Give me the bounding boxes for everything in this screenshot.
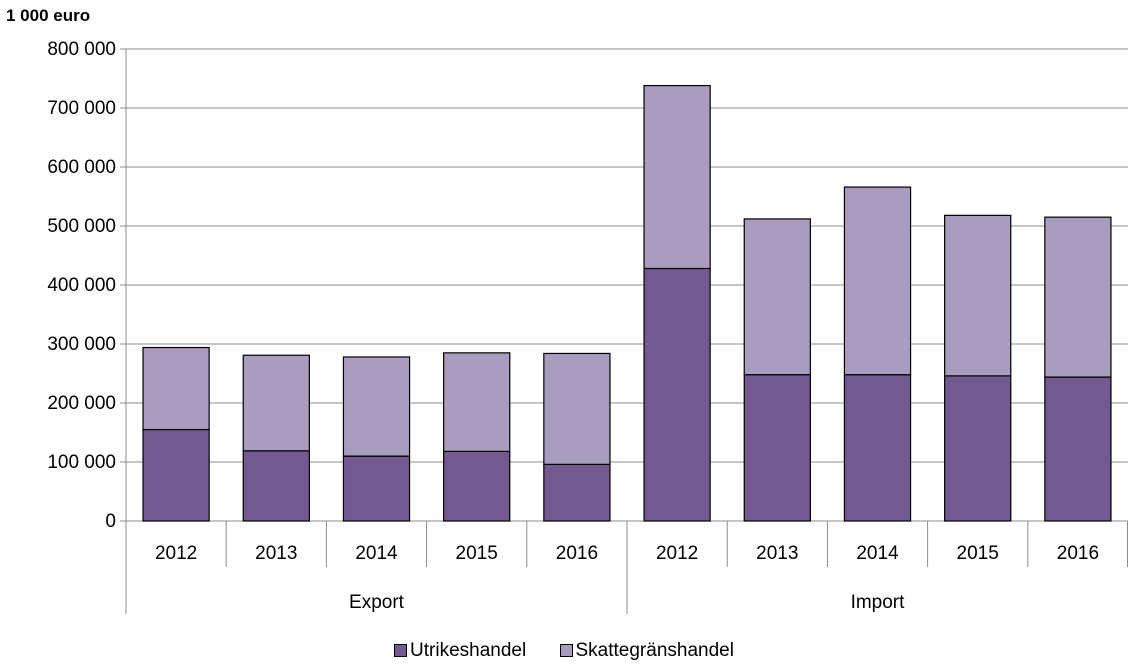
- bar-skattegranshandel: [643, 84, 711, 270]
- bar-skattegranshandel: [1044, 216, 1112, 378]
- group-label: Export: [349, 592, 405, 613]
- bar-skattegranshandel: [242, 354, 310, 452]
- chart-legend: Utrikeshandel Skattegränshandel: [0, 640, 1128, 662]
- bar-skattegranshandel: [944, 214, 1012, 377]
- x-tick-label: 2014: [856, 543, 899, 564]
- y-tick-label: 100 000: [47, 452, 116, 473]
- legend-item-utrikeshandel: Utrikeshandel: [394, 640, 526, 662]
- y-tick-label: 600 000: [47, 157, 116, 178]
- bar-skattegranshandel: [543, 352, 611, 465]
- stacked-bar-chart: 0 100 000 200 000 300 000 400 000 500 000 600 …: [47, 39, 1128, 614]
- bar-skattegranshandel: [743, 218, 811, 376]
- bar-skattegranshandel: [843, 186, 912, 376]
- x-tick-label: 2016: [556, 543, 598, 564]
- x-tick-label: 2016: [1057, 543, 1099, 564]
- legend-swatch-utrikeshandel: [394, 644, 408, 657]
- y-tick-label: 300 000: [47, 334, 116, 355]
- x-tick-label: 2014: [355, 543, 398, 564]
- x-tick-label: 2015: [456, 543, 498, 564]
- bar-utrikeshandel: [142, 428, 210, 522]
- legend-item-skattegranshandel: Skattegränshandel: [559, 640, 734, 662]
- x-tick-label: 2012: [155, 543, 197, 564]
- y-tick-label: 400 000: [47, 275, 116, 296]
- bar-utrikeshandel: [443, 450, 511, 522]
- y-tick-label: 200 000: [47, 393, 116, 414]
- bar-utrikeshandel: [242, 450, 310, 522]
- y-axis-unit-label: 1 000 euro: [6, 6, 91, 25]
- y-tick-label: 500 000: [47, 216, 116, 237]
- y-tick-label: 0: [105, 511, 116, 532]
- legend-swatch-skattegranshandel: [559, 644, 573, 657]
- x-tick-label: 2013: [756, 543, 798, 564]
- y-tick-label: 800 000: [47, 39, 116, 60]
- legend-label-skattegranshandel: Skattegränshandel: [575, 640, 734, 661]
- bar-utrikeshandel: [843, 374, 912, 522]
- x-tick-label: 2012: [656, 543, 698, 564]
- group-label: Import: [851, 592, 906, 613]
- x-tick-label: 2013: [255, 543, 297, 564]
- bar-skattegranshandel: [342, 356, 411, 457]
- y-tick-label: 700 000: [47, 98, 116, 119]
- bar-utrikeshandel: [342, 455, 411, 522]
- x-tick-label: 2015: [957, 543, 999, 564]
- legend-label-utrikeshandel: Utrikeshandel: [410, 640, 527, 661]
- bar-skattegranshandel: [443, 352, 511, 452]
- bar-utrikeshandel: [643, 267, 711, 522]
- bar-utrikeshandel: [1044, 376, 1112, 522]
- bar-utrikeshandel: [944, 375, 1012, 522]
- bar-utrikeshandel: [743, 374, 811, 522]
- bar-skattegranshandel: [142, 346, 210, 431]
- bar-utrikeshandel: [543, 463, 611, 522]
